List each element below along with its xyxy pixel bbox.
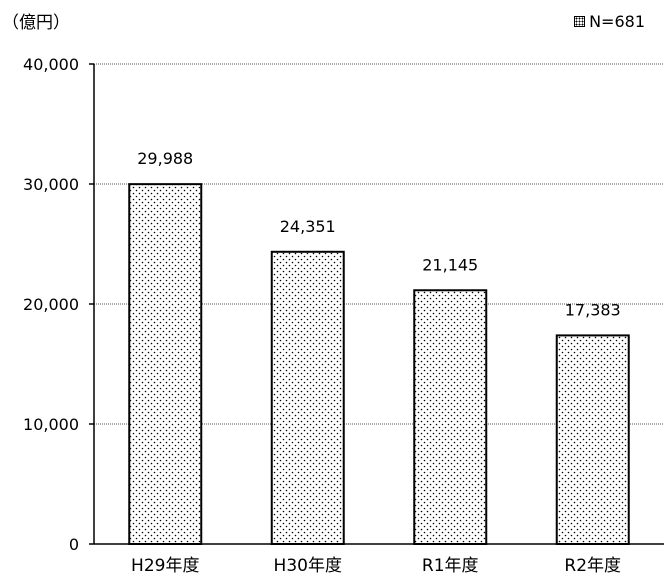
data-label: 17,383: [565, 300, 621, 319]
y-tick-label: 30,000: [23, 175, 79, 194]
legend-label: N=681: [589, 12, 645, 31]
y-tick-label: 10,000: [23, 415, 79, 434]
x-tick-label: H30年度: [274, 556, 342, 576]
bar: [555, 334, 630, 545]
legend: N=681: [574, 12, 645, 31]
labels: 0 10,000 20,000 30,000 40,000 29,988 H29年度 24,3…: [23, 55, 621, 576]
data-label: 29,988: [137, 149, 193, 168]
x-tick-label: H29年度: [131, 556, 199, 576]
y-tick-label: 0: [69, 535, 79, 554]
y-tick-label: 40,000: [23, 55, 79, 74]
bars: [128, 183, 630, 546]
y-tick-label: 20,000: [23, 295, 79, 314]
legend-swatch: [574, 16, 586, 27]
data-label: 24,351: [280, 217, 336, 236]
x-tick-label: R1年度: [422, 556, 479, 576]
bar: [128, 183, 203, 545]
data-label: 21,145: [422, 255, 478, 274]
bar: [413, 289, 488, 546]
bar: [270, 250, 345, 545]
y-unit-label: （億円）: [2, 13, 70, 33]
x-tick-label: R2年度: [564, 556, 621, 576]
